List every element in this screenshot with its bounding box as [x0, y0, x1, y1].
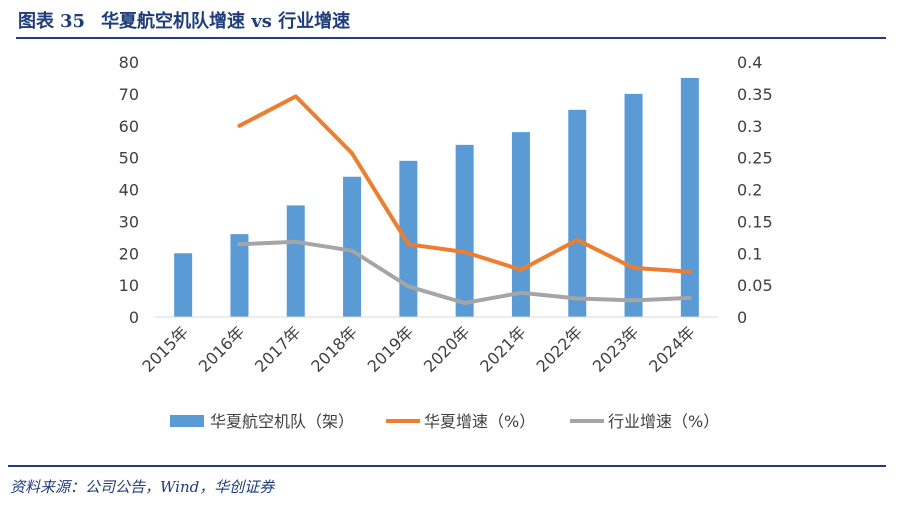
figure-header: 图表 35 华夏航空机队增速 vs 行业增速	[0, 0, 904, 40]
legend: 华夏航空机队（架） 华夏增速（%） 行业增速（%）	[170, 412, 719, 431]
industry-growth-line	[237, 239, 692, 305]
bar-2020年	[455, 144, 474, 317]
x-tick-label: 2018年	[307, 322, 361, 376]
footer-divider	[8, 465, 886, 467]
bar-series	[174, 77, 699, 317]
x-tick-label: 2023年	[589, 322, 643, 376]
y-left-tick-label: 10	[119, 276, 139, 295]
figure-number: 35	[60, 11, 86, 32]
legend-huaxia-growth-label: 华夏增速（%）	[424, 412, 535, 431]
y-right-tick-label: 0	[737, 308, 747, 327]
legend-fleet-swatch	[170, 415, 204, 427]
y-right-tick-label: 0.3	[737, 117, 762, 136]
y-left-tick-label: 0	[129, 308, 139, 327]
x-tick-label: 2020年	[420, 322, 474, 376]
bar-2023年	[624, 93, 643, 317]
bar-2018年	[343, 176, 362, 317]
bar-2019年	[399, 160, 418, 317]
x-tick-label: 2017年	[251, 322, 305, 376]
x-tick-label: 2016年	[195, 322, 249, 376]
y-axis-left: 0 10 20 30 40 50 60 70 80	[119, 53, 139, 327]
y-left-tick-label: 30	[119, 212, 139, 231]
bar-2016年	[230, 234, 249, 317]
x-tick-label: 2022年	[533, 322, 587, 376]
y-right-tick-label: 0.05	[737, 276, 773, 295]
huaxia-growth-line	[237, 94, 692, 274]
y-left-tick-label: 50	[119, 149, 139, 168]
x-tick-label: 2024年	[645, 322, 699, 376]
x-tick-label: 2019年	[364, 322, 418, 376]
legend-fleet-label: 华夏航空机队（架）	[210, 412, 354, 431]
header-divider	[16, 37, 886, 39]
chart-title: 华夏航空机队增速 vs 行业增速	[101, 11, 351, 32]
figure-title: 图表 35 华夏航空机队增速 vs 行业增速	[18, 7, 350, 33]
y-left-tick-label: 60	[119, 117, 139, 136]
y-left-tick-label: 70	[119, 85, 139, 104]
y-left-tick-label: 40	[119, 181, 139, 200]
x-axis: 2015年 2016年 2017年 2018年 2019年 2020年 2021年 2022年…	[138, 316, 718, 376]
bar-2022年	[568, 109, 587, 317]
y-right-tick-label: 0.15	[737, 212, 773, 231]
x-tick-label: 2021年	[476, 322, 530, 376]
y-left-tick-label: 20	[119, 244, 139, 263]
figure-label: 图表	[18, 11, 54, 32]
legend-industry-growth-label: 行业增速（%）	[608, 412, 719, 431]
y-right-tick-label: 0.35	[737, 85, 773, 104]
bar-2017年	[286, 205, 305, 317]
y-right-tick-label: 0.4	[737, 53, 762, 72]
y-right-tick-label: 0.1	[737, 244, 762, 263]
bar-2021年	[511, 132, 530, 317]
y-axis-right: 0 0.05 0.1 0.15 0.2 0.25 0.3 0.35 0.4	[737, 53, 773, 327]
line-series	[237, 94, 692, 305]
bar-2015年	[174, 253, 193, 317]
y-right-tick-label: 0.25	[737, 149, 773, 168]
y-right-tick-label: 0.2	[737, 181, 762, 200]
x-tick-label: 2015年	[138, 322, 192, 376]
bar-2024年	[680, 77, 699, 317]
source-note: 资料来源：公司公告，Wind，华创证券	[10, 478, 275, 496]
y-left-tick-label: 80	[119, 53, 139, 72]
